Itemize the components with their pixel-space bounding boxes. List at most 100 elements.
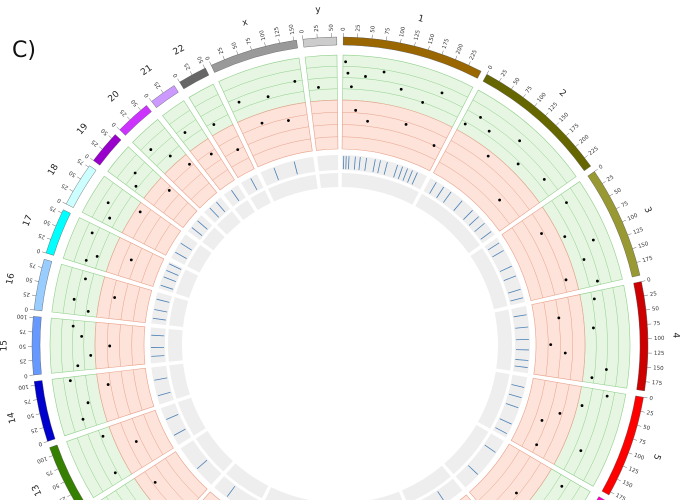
tick-label: 50 bbox=[43, 218, 52, 226]
tick-label: 50 bbox=[513, 77, 522, 87]
data-point bbox=[591, 238, 595, 242]
track-grid bbox=[200, 104, 224, 117]
data-point bbox=[80, 335, 84, 338]
track-grid bbox=[154, 464, 184, 500]
data-point bbox=[582, 258, 586, 261]
data-point bbox=[71, 324, 75, 328]
feature-track-inner bbox=[268, 174, 318, 202]
data-point bbox=[153, 480, 157, 484]
feature-track-inner bbox=[195, 430, 233, 472]
track-grid bbox=[247, 126, 309, 145]
data-point bbox=[317, 85, 320, 89]
feature bbox=[453, 200, 463, 211]
track-grid bbox=[74, 376, 87, 429]
track-grid bbox=[190, 182, 210, 200]
negative-track bbox=[108, 409, 174, 475]
tick-label: 175 bbox=[642, 255, 654, 264]
tick-mark bbox=[127, 116, 131, 120]
data-point bbox=[266, 95, 270, 99]
feature-track bbox=[421, 478, 463, 500]
track-grid bbox=[124, 484, 137, 500]
feature bbox=[513, 314, 527, 318]
tick-label: 75 bbox=[49, 204, 58, 213]
tick-label: 50 bbox=[329, 24, 335, 32]
feature bbox=[508, 393, 522, 399]
track-grid bbox=[131, 325, 133, 366]
tick-mark bbox=[616, 206, 620, 209]
data-point bbox=[134, 184, 138, 188]
panel-label: C) bbox=[12, 38, 36, 63]
data-point bbox=[498, 198, 501, 202]
track-grid bbox=[182, 173, 202, 192]
tick-label: 150 bbox=[637, 241, 649, 250]
feature bbox=[250, 178, 258, 191]
data-point bbox=[113, 471, 117, 475]
tick-label: 200 bbox=[579, 134, 591, 146]
data-point bbox=[287, 119, 290, 122]
track-grid bbox=[573, 390, 604, 476]
tick-label: 50 bbox=[652, 306, 660, 313]
tick-label: 50 bbox=[18, 343, 26, 349]
feature-track bbox=[223, 184, 246, 207]
feature bbox=[383, 161, 388, 175]
data-point bbox=[604, 368, 608, 371]
track-grid bbox=[472, 99, 568, 184]
tick-label: 50 bbox=[25, 275, 34, 282]
data-point bbox=[95, 254, 99, 258]
feature-track bbox=[171, 234, 198, 265]
track-grid bbox=[342, 88, 458, 118]
feature bbox=[503, 275, 517, 282]
negative-track bbox=[121, 201, 182, 256]
feature bbox=[173, 428, 186, 436]
feature bbox=[515, 359, 529, 361]
track-grid bbox=[84, 227, 100, 266]
track-grid bbox=[85, 375, 97, 426]
track-grid bbox=[439, 161, 510, 225]
track-grid bbox=[450, 140, 530, 210]
tick-mark bbox=[594, 168, 598, 172]
chromosome-label: 15 bbox=[0, 340, 10, 351]
data-point bbox=[535, 443, 539, 447]
track-grid bbox=[311, 112, 338, 115]
tick-label: 50 bbox=[197, 55, 206, 64]
feature bbox=[492, 250, 504, 258]
chromosome-label: 13 bbox=[30, 483, 44, 498]
negative-track bbox=[531, 294, 586, 382]
data-point bbox=[129, 258, 133, 262]
chromosome-label: x bbox=[241, 17, 250, 28]
tick-mark bbox=[640, 411, 645, 413]
track-grid bbox=[72, 320, 75, 372]
track-grid bbox=[148, 136, 173, 159]
track-grid bbox=[570, 187, 612, 282]
feature bbox=[480, 231, 492, 240]
chromosome-label: 17 bbox=[22, 214, 36, 228]
track-grid bbox=[557, 480, 572, 500]
track-grid bbox=[342, 136, 436, 161]
tick-mark bbox=[636, 261, 641, 263]
tick-label: 175 bbox=[569, 122, 581, 134]
data-point bbox=[212, 123, 216, 126]
tick-label: 150 bbox=[621, 480, 634, 490]
chromosome-label: 1 bbox=[417, 14, 425, 25]
feature-track-inner bbox=[177, 397, 206, 436]
tick-mark bbox=[202, 64, 206, 69]
tick-label: 225 bbox=[469, 49, 479, 61]
track-grid bbox=[132, 209, 151, 239]
chromosome-label: 20 bbox=[107, 89, 122, 104]
tick-label: 100 bbox=[633, 453, 645, 462]
tick-mark bbox=[643, 397, 648, 399]
chromosome bbox=[93, 134, 122, 166]
tick-mark bbox=[428, 46, 430, 51]
track-grid bbox=[511, 227, 544, 298]
feature-track-inner bbox=[401, 465, 451, 500]
tick-label: 200 bbox=[455, 43, 465, 55]
track-grid bbox=[176, 119, 197, 134]
tick-mark bbox=[584, 155, 588, 159]
tick-label: 75 bbox=[19, 328, 27, 334]
tick-label: 25 bbox=[650, 291, 658, 298]
tick-label: 75 bbox=[23, 397, 31, 404]
track-grid bbox=[117, 242, 132, 276]
tick-mark bbox=[60, 481, 65, 485]
data-point bbox=[260, 121, 264, 125]
tick-label: 50 bbox=[26, 412, 35, 420]
